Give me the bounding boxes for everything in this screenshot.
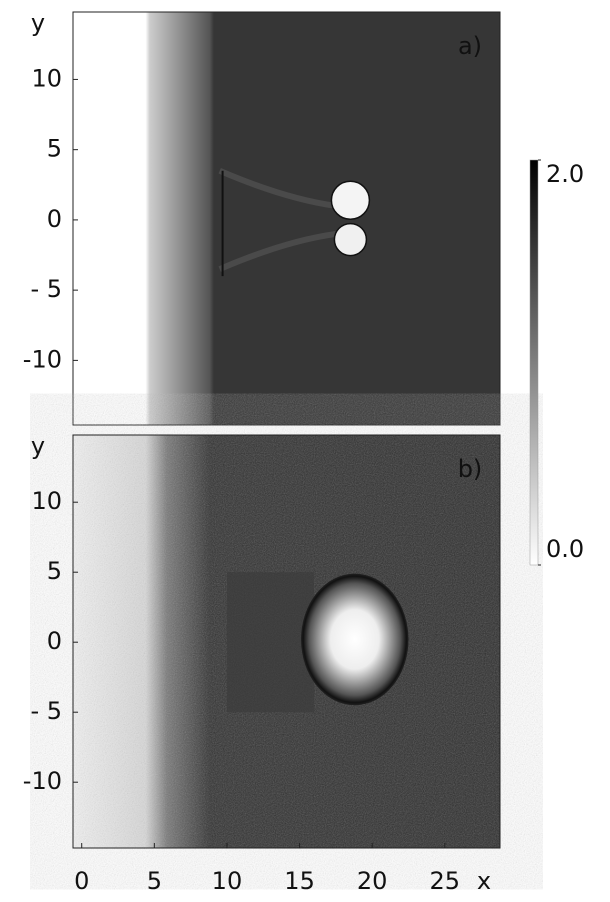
- droplet: [333, 222, 368, 257]
- colorbar: [529, 159, 539, 566]
- x-tick-label: 10: [212, 867, 243, 895]
- y-tick-label: 0: [47, 205, 62, 233]
- x-axis-label: x: [477, 867, 491, 895]
- panel-label: a): [458, 32, 482, 60]
- y-tick-label: -10: [23, 767, 62, 795]
- y-tick-label: 10: [31, 487, 62, 515]
- droplet: [330, 180, 371, 220]
- wake: [226, 572, 315, 713]
- y-tick-label: 5: [47, 135, 62, 163]
- panel-label: b): [458, 455, 483, 483]
- y-tick-label: - 5: [30, 275, 62, 303]
- y-tick-label: -10: [23, 345, 62, 373]
- colorbar-tick-label: 0.0: [546, 535, 584, 563]
- y-tick-label: - 5: [30, 697, 62, 725]
- x-tick-label: 20: [357, 867, 388, 895]
- y-tick-label: 5: [47, 557, 62, 585]
- x-tick-label: 0: [74, 867, 89, 895]
- y-tick-label: 0: [47, 627, 62, 655]
- y-axis-label: y: [31, 432, 45, 460]
- frame: [72, 11, 501, 426]
- field: [73, 12, 500, 425]
- y-tick-label: 10: [31, 64, 62, 92]
- wake: [218, 167, 337, 272]
- x-tick-label: 25: [430, 867, 461, 895]
- x-tick-label: 15: [284, 867, 315, 895]
- y-axis-label: y: [31, 9, 45, 37]
- colorbar-tick-label: 2.0: [546, 160, 584, 188]
- frame: [72, 434, 501, 849]
- blob: [301, 573, 409, 706]
- x-tick-label: 5: [147, 867, 162, 895]
